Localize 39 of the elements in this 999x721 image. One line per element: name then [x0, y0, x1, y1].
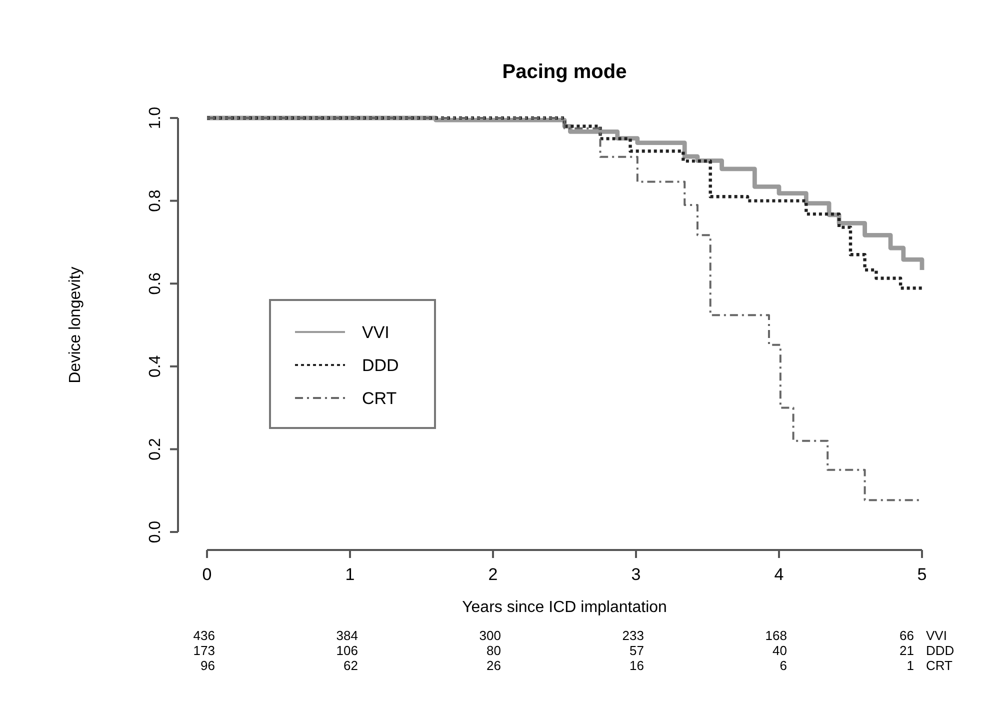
text: 6	[780, 658, 787, 673]
x-tick-label: 1	[345, 565, 355, 584]
x-tick-label: 3	[631, 565, 641, 584]
text: 300	[479, 628, 501, 643]
text: DDD	[926, 643, 954, 658]
x-tick-label: 2	[488, 565, 498, 584]
text: CRT	[926, 658, 953, 673]
text: 21	[900, 643, 914, 658]
text: 436	[193, 628, 215, 643]
text: 40	[772, 643, 787, 658]
y-tick-label: 0.2	[147, 438, 164, 460]
y-tick-label: 0.8	[147, 190, 164, 212]
text: 96	[200, 658, 215, 673]
x-tick-label: 4	[774, 565, 784, 584]
legend-label: DDD	[362, 356, 399, 375]
text: 384	[336, 628, 358, 643]
text: 233	[622, 628, 644, 643]
y-tick-label: 1.0	[147, 106, 164, 130]
text: 168	[765, 628, 787, 643]
text: 26	[486, 658, 501, 673]
text: 16	[630, 658, 644, 673]
text: 62	[344, 658, 358, 673]
text: 106	[336, 643, 358, 658]
y-axis-title: Device longevity	[67, 266, 84, 384]
text: VVI	[926, 628, 947, 643]
y-tick-label: 0.4	[147, 355, 164, 378]
y-tick-label: 0.0	[147, 520, 164, 544]
x-tick-label: 0	[202, 565, 212, 584]
text: 57	[630, 643, 644, 658]
text: 173	[193, 643, 215, 658]
chart-title: Pacing mode	[502, 61, 627, 83]
text: 66	[900, 628, 914, 643]
legend-label: VVI	[362, 323, 390, 342]
x-axis-title: Years since ICD implantation	[462, 599, 667, 616]
x-tick-label: 5	[917, 565, 927, 584]
legend-label: CRT	[362, 389, 397, 408]
text: 80	[486, 643, 501, 658]
y-tick-label: 0.6	[147, 272, 164, 295]
text: 1	[906, 658, 914, 673]
